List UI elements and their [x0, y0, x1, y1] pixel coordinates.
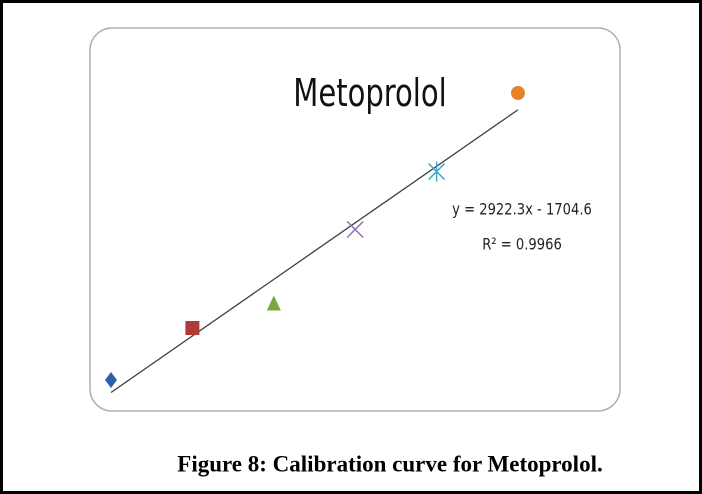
point — [185, 321, 200, 336]
point — [511, 86, 525, 100]
trendline — [110, 109, 519, 394]
chart-title: Metoprolol — [293, 71, 446, 115]
point — [105, 372, 117, 388]
r-squared: R² = 0.9966 — [482, 235, 562, 254]
caption: Figure 8: Calibration curve for Metoprol… — [177, 451, 602, 476]
point — [428, 161, 446, 182]
point — [266, 295, 281, 311]
trend-equation: y = 2922.3x - 1704.6 — [452, 200, 592, 219]
point — [346, 220, 364, 239]
